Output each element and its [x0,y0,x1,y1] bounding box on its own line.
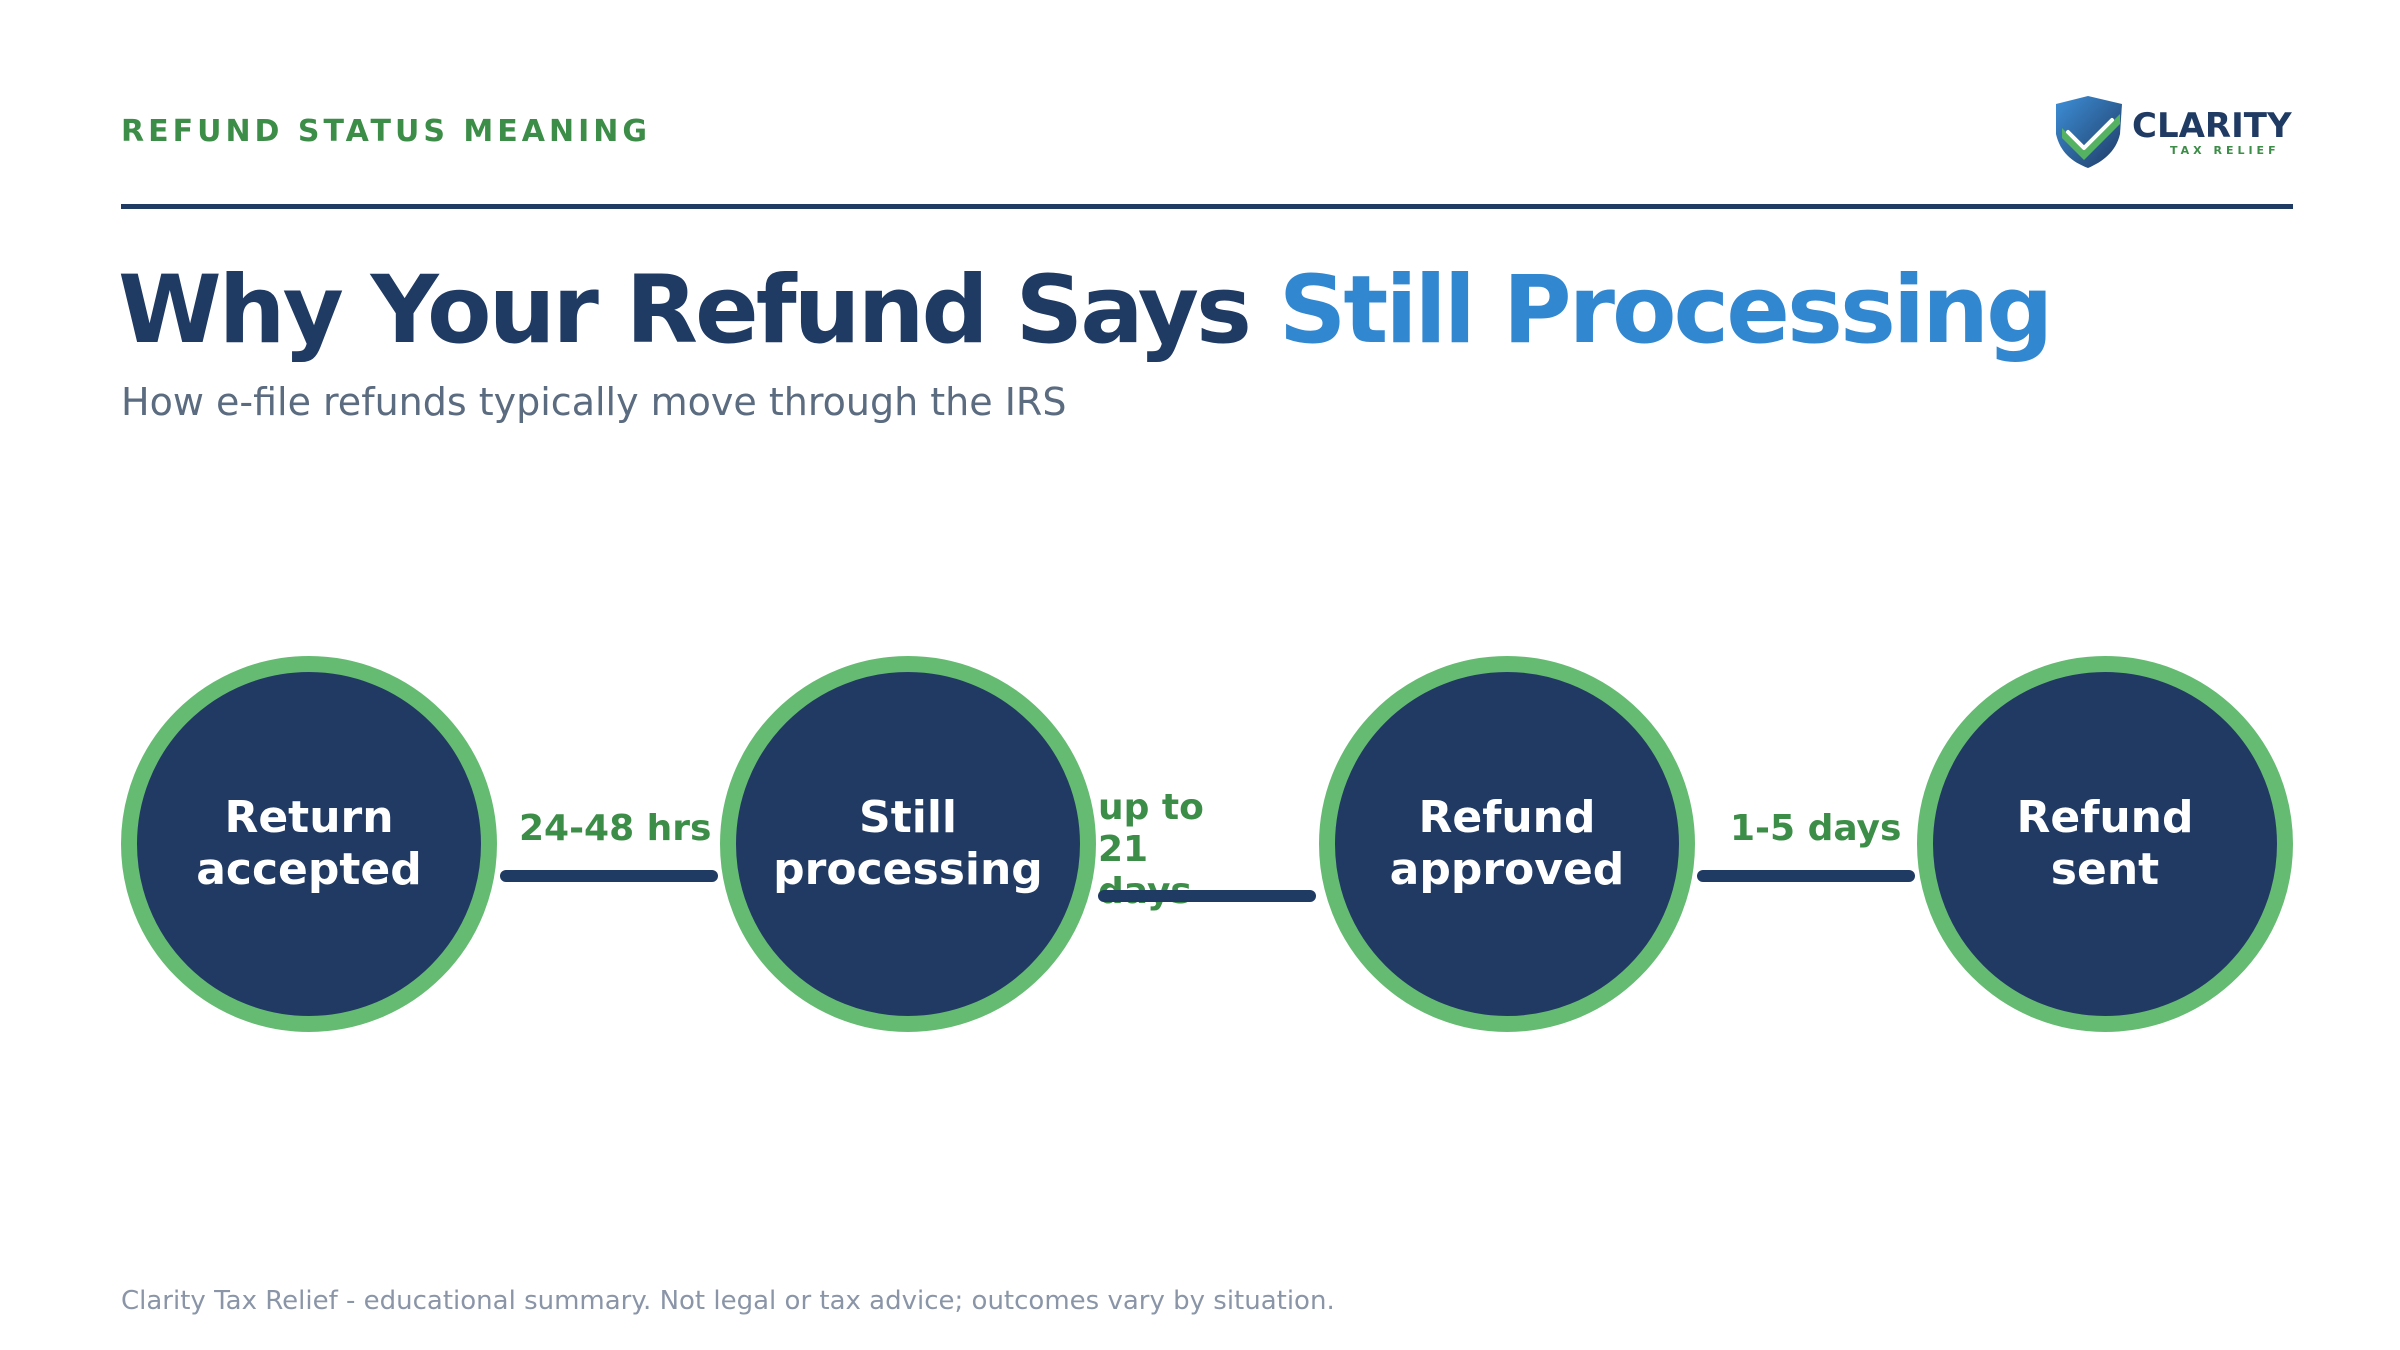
shield-check-icon [2056,96,2122,168]
logo-wordmark: CLARITY [2132,106,2292,146]
step-refund-approved: Refund approved [1319,656,1695,1032]
logo-tagline: TAX RELIEF [2170,144,2280,157]
logo: CLARITY TAX RELIEF [2050,94,2292,170]
header-divider [121,204,2293,209]
connector-line [1098,890,1316,902]
page-title: Why Your Refund Says Still Processing [118,256,2054,365]
step-label: Refund sent [2016,792,2194,895]
step-label: Still processing [773,792,1043,895]
connector-line [500,870,718,882]
step-label: Refund approved [1389,792,1625,895]
footer-disclaimer: Clarity Tax Relief - educational summary… [121,1286,1335,1316]
step-still-processing: Still processing [720,656,1096,1032]
eyebrow-label: REFUND STATUS MEANING [121,114,651,149]
duration-label: 1-5 days [1730,808,1902,849]
connector-line [1697,870,1915,882]
step-refund-sent: Refund sent [1917,656,2293,1032]
title-main: Why Your Refund Says [118,256,1279,365]
duration-label: 24-48 hrs [519,808,712,849]
step-label: Return accepted [196,792,422,895]
title-accent: Still Processing [1278,256,2054,365]
page-subtitle: How e-file refunds typically move throug… [121,380,1067,424]
step-return-accepted: Return accepted [121,656,497,1032]
